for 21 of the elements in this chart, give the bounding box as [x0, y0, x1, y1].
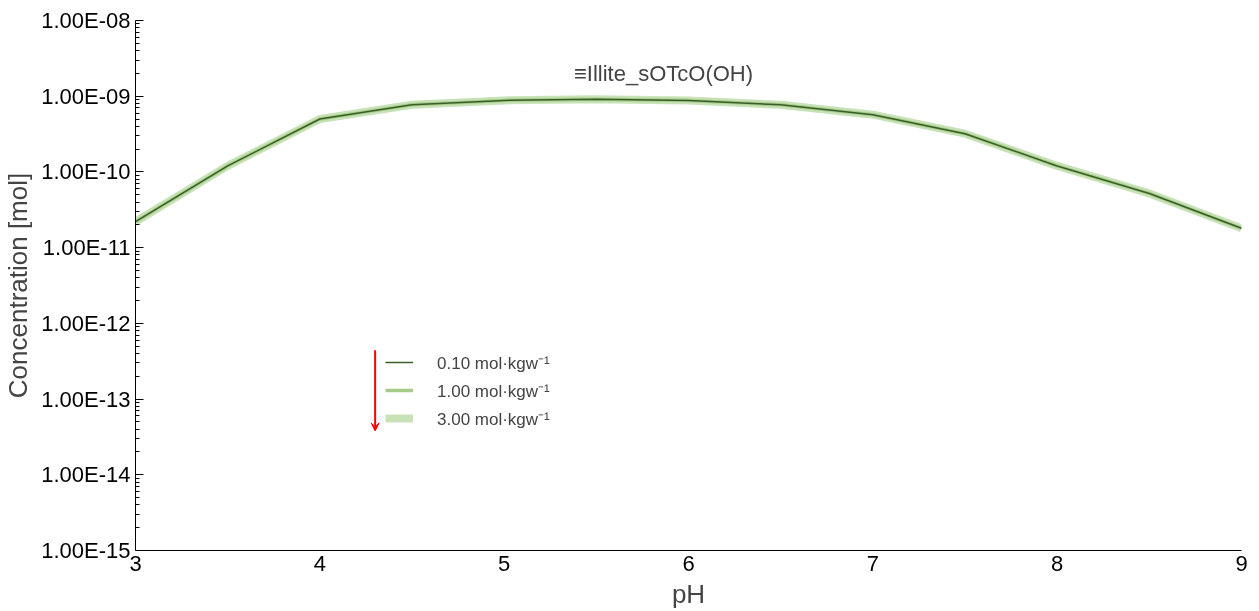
- x-tick-label: 5: [498, 550, 511, 576]
- y-tick-label: 1.00E-08: [41, 8, 131, 33]
- x-axis-title: pH: [671, 578, 706, 609]
- legend-label: 0.10 mol·kgw⁻¹: [437, 352, 550, 374]
- y-tick-label: 1.00E-13: [41, 386, 131, 412]
- x-tick-label: 6: [682, 550, 695, 576]
- y-tick-label: 1.00E-14: [41, 462, 131, 488]
- y-tick-label: 1.00E-15: [41, 538, 131, 563]
- x-tick-label: 9: [1235, 550, 1248, 576]
- y-axis-title: Concentration [mol]: [3, 172, 34, 399]
- legend-label: 1.00 mol·kgw⁻¹: [437, 380, 550, 402]
- y-tick-label: 1.00E-12: [41, 310, 131, 336]
- x-tick-label: 7: [866, 550, 879, 576]
- legend-label: 3.00 mol·kgw⁻¹: [437, 408, 550, 430]
- y-tick-label: 1.00E-10: [41, 159, 131, 185]
- y-tick-label: 1.00E-09: [41, 83, 131, 109]
- x-tick-label: 4: [313, 550, 326, 576]
- annotation: ≡Illite_sOTcO(OH): [573, 61, 754, 86]
- x-tick-label: 3: [129, 550, 142, 576]
- y-tick-label: 1.00E-11: [42, 235, 131, 261]
- x-tick-label: 8: [1051, 550, 1064, 576]
